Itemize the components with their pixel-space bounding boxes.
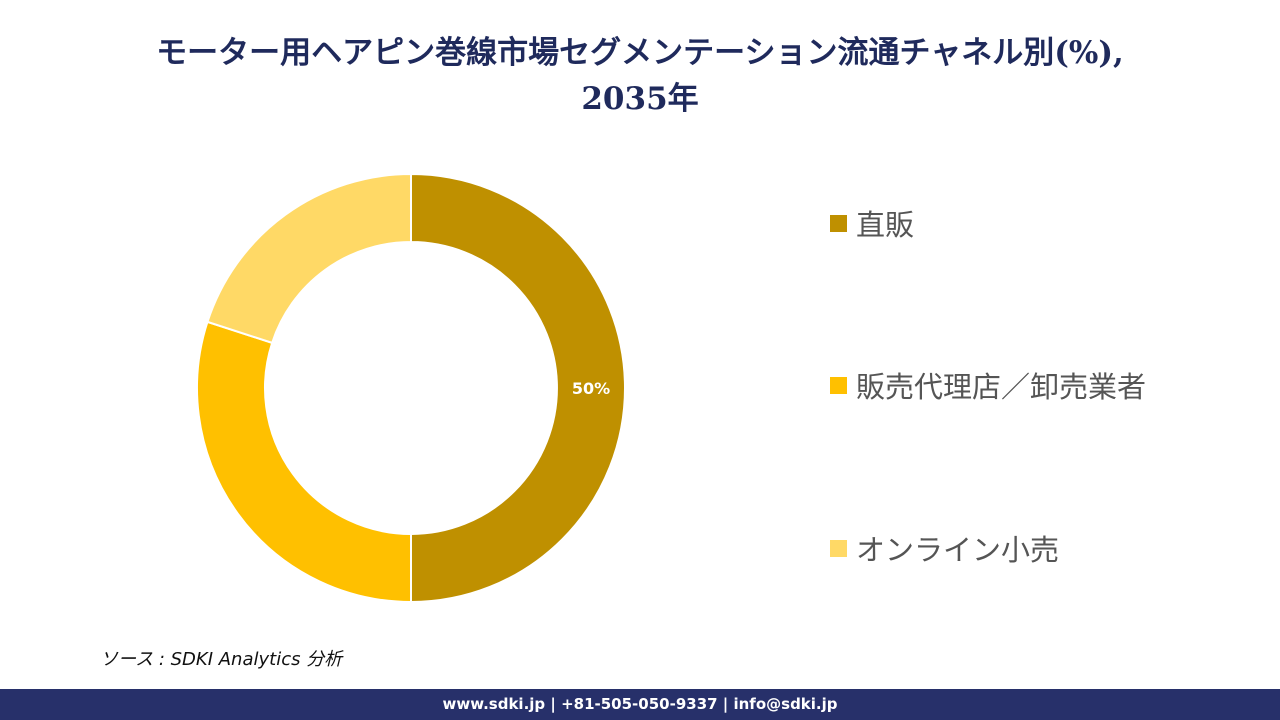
legend-label-direct: 直販 <box>856 208 915 242</box>
slice-direct <box>410 172 626 604</box>
legend-item-distributor: 販売代理店／卸売業者 <box>830 364 1146 406</box>
slice-distributor <box>196 320 412 604</box>
legend-swatch-online <box>830 539 847 557</box>
legend-label-online: オンライン小売 <box>856 533 1060 567</box>
legend-swatch-distributor <box>830 376 847 394</box>
legend-swatch-direct <box>830 214 847 232</box>
footer-contact-bar: www.sdki.jp | +81-505-050-9337 | info@sd… <box>0 689 1280 720</box>
chart-title: モーター用ヘアピン巻線市場セグメンテーション流通チャネル別(%), 2035年 <box>0 30 1280 122</box>
chart-title-line1: モーター用ヘアピン巻線市場セグメンテーション流通チャネル別(%), <box>156 35 1124 71</box>
chart-title-line2: 2035年 <box>581 81 699 117</box>
slice-online <box>206 172 412 345</box>
source-note: ソース : SDKI Analytics 分析 <box>100 649 343 670</box>
legend-item-direct: 直販 <box>830 202 914 244</box>
legend-item-online: オンライン小売 <box>830 527 1059 569</box>
legend-label-distributor: 販売代理店／卸売業者 <box>856 370 1147 404</box>
data-label-slice-direct: 50% <box>572 379 610 398</box>
